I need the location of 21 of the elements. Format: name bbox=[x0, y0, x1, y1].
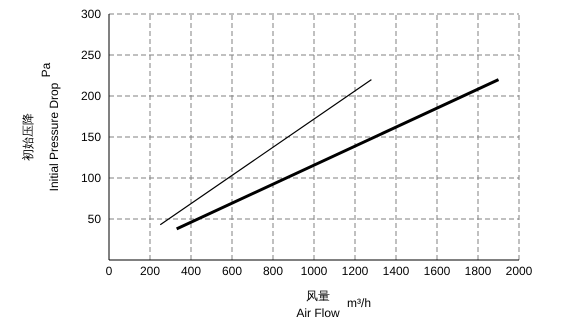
x-tick-label: 800 bbox=[262, 264, 284, 278]
text: Pa bbox=[39, 62, 53, 78]
y-axis-title: 初始压降 Initial Pressure Drop bbox=[21, 82, 61, 192]
x-tick-label: 400 bbox=[180, 264, 202, 278]
y-tick-label: 50 bbox=[88, 212, 102, 226]
x-tick-label: 1000 bbox=[300, 264, 328, 278]
x-tick-label: 2000 bbox=[506, 264, 533, 278]
y-tick-label: 200 bbox=[80, 89, 102, 103]
x-tick-label: 600 bbox=[222, 264, 242, 278]
x-tick-label: 200 bbox=[140, 264, 160, 278]
y-tick-label: 100 bbox=[80, 171, 102, 185]
x-axis-title: 风量 Air Flow bbox=[296, 289, 340, 320]
x-tick-label: 1400 bbox=[382, 264, 410, 278]
text: m³/h bbox=[347, 296, 371, 310]
y-tick-label: 150 bbox=[80, 130, 102, 144]
x-tick-label: 1200 bbox=[342, 264, 369, 278]
x-tick-label: 1600 bbox=[424, 264, 451, 278]
x-tick-label: 1800 bbox=[464, 264, 492, 278]
y-tick-label: 300 bbox=[80, 7, 102, 21]
x-tick-label: 0 bbox=[106, 264, 113, 278]
y-tick-label: 250 bbox=[80, 48, 102, 62]
